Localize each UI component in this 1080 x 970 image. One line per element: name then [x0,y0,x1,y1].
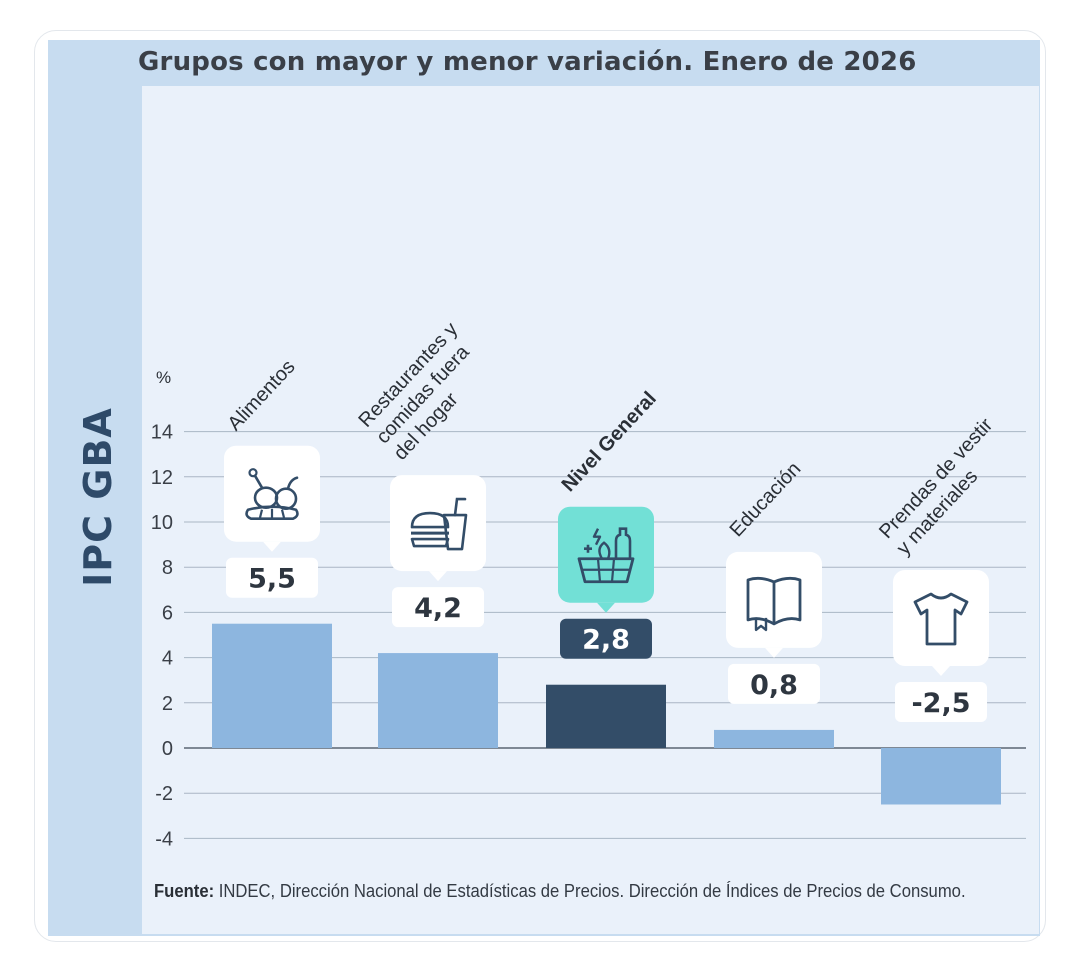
y-tick-label: -4 [155,828,173,850]
burger-drink-icon [410,497,468,551]
y-tick-label: 10 [151,512,173,534]
leg-bone [286,476,299,491]
icon-box-pointer [765,647,783,658]
x-tick-label-line: Educación [726,458,806,541]
y-tick-label: 14 [151,422,173,444]
data-label: 0,8 [750,670,798,701]
data-label: 5,5 [248,564,296,595]
bone-end [248,468,258,478]
icon-box [893,570,989,666]
bread-line [258,509,264,518]
y-tick-label: 6 [162,602,173,624]
icon-box-pointer [597,602,615,613]
grocery-basket-icon [577,527,635,584]
x-tick-label: Alimentos [224,356,300,435]
source-note: Fuente: INDEC, Dirección Nacional de Est… [154,880,966,902]
chicken-leg [274,487,298,511]
tshirt-shape [913,592,969,646]
cup [442,513,468,551]
value-label-box [560,618,652,659]
value-label-box [728,663,820,704]
x-tick-label: Restaurantes ycomidas fueradel hogar [354,318,497,464]
burger-top-bun [410,511,450,529]
x-tick-label-line: Nivel General [558,388,661,497]
data-label: -2,5 [911,688,970,719]
icon-box-pointer [429,571,447,582]
bar [546,684,666,748]
x-tick-label: Prendas de vestiry materiales [875,414,1015,559]
bread-line [280,509,286,518]
icon-box [558,506,654,603]
bar [212,623,332,748]
data-label: 2,8 [582,625,630,656]
source-text: INDEC, Dirección Nacional de Estadística… [214,880,966,901]
icon-box [390,475,486,572]
value-label-box [226,557,318,598]
bar [881,748,1001,805]
source-label: Fuente: [154,880,215,901]
y-axis-unit: % [156,368,172,387]
y-tick-label: -2 [155,783,173,805]
bar [378,653,498,748]
value-label-box [895,682,987,722]
plus-sign [584,544,592,553]
bolt [592,528,602,546]
y-tick-label: 12 [151,467,173,489]
tshirt-icon [913,592,969,646]
book-ribbon [754,617,768,632]
chicken-bone [253,474,264,490]
y-tick-label: 4 [162,648,173,670]
icon-box [224,445,320,542]
bottle [614,527,632,559]
value-label-box [392,587,484,628]
icon-box-pointer [932,666,950,676]
book-pages [746,576,802,626]
vegetable [598,541,611,560]
burger-bottom-bun [410,537,450,548]
y-tick-label: 8 [162,557,173,579]
chicken-bread-icon [245,468,299,521]
y-tick-label: 0 [162,738,173,760]
chart-title: Grupos con mayor y menor variación. Ener… [138,47,917,77]
straw [453,497,467,517]
data-label: 4,2 [414,593,462,624]
bar [714,729,834,748]
x-tick-label: Educación [726,458,806,541]
y-tick-label: 2 [162,693,173,715]
icon-box-pointer [263,541,281,552]
x-tick-label: Nivel General [558,388,661,497]
x-tick-label-line: Alimentos [224,356,300,435]
book-icon [746,576,802,632]
basket-line [596,558,602,582]
basket-line [610,558,616,582]
